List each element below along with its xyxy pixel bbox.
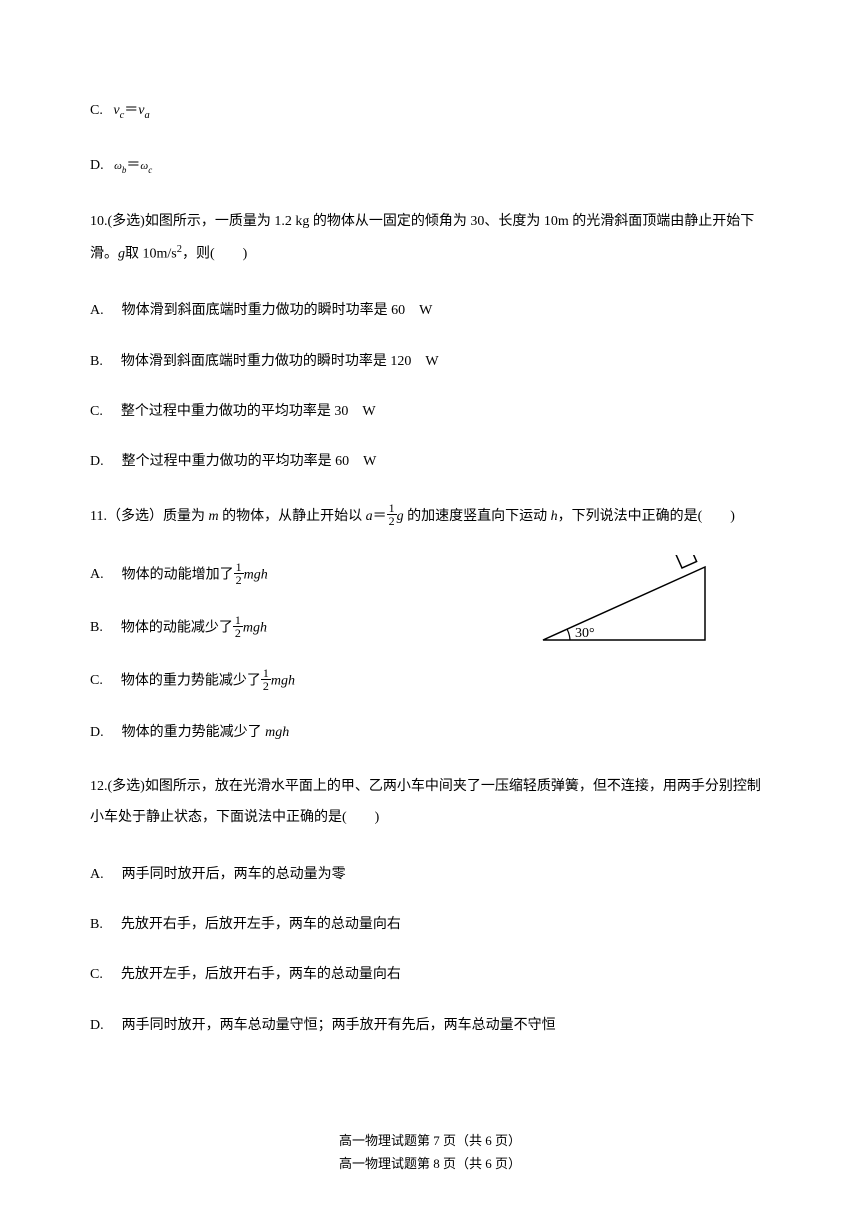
option-text: 物体的重力势能减少了 <box>121 673 261 688</box>
option-text: 物体滑到斜面底端时重力做功的瞬时功率是 120 W <box>121 354 439 369</box>
var: m <box>208 509 218 524</box>
q-number: 10. <box>90 214 108 229</box>
var: mgh <box>244 567 268 582</box>
q11-stem: 11.（多选）质量为 m 的物体，从静止开始以 a＝12g 的加速度竖直向下运动… <box>90 502 770 533</box>
angle-label: 30° <box>575 626 595 641</box>
q-text: 质量为 <box>163 509 209 524</box>
option-label: B. <box>90 354 103 369</box>
fraction: 12 <box>387 502 397 527</box>
subscript: a <box>144 110 149 121</box>
fraction: 12 <box>234 561 244 586</box>
option-text: 先放开右手，后放开左手，两车的总动量向右 <box>121 917 401 932</box>
inclined-plane-svg: 30° <box>535 555 720 650</box>
var: h <box>551 509 558 524</box>
var: g <box>397 509 404 524</box>
q-text: 的加速度竖直向下运动 <box>404 509 551 524</box>
operator: ＝ <box>126 158 140 173</box>
q-number: 12. <box>90 779 108 794</box>
angle-arc <box>567 629 570 640</box>
block <box>676 555 697 568</box>
q9-option-c: C. vc＝va <box>90 100 770 125</box>
q10-option-d: D. 整个过程中重力做功的平均功率是 60 W <box>90 451 770 473</box>
var: g <box>118 246 125 261</box>
q10-option-a: A. 物体滑到斜面底端时重力做功的瞬时功率是 60 W <box>90 300 770 322</box>
q12-stem: 12.(多选)如图所示，放在光滑水平面上的甲、乙两小车中间夹了一压缩轻质弹簧，但… <box>90 772 770 834</box>
q10-stem: 10.(多选)如图所示，一质量为 1.2 kg 的物体从一固定的倾角为 30、长… <box>90 207 770 270</box>
inclined-plane-diagram: 30° <box>535 555 720 655</box>
var: mgh <box>271 673 295 688</box>
option-text: 物体滑到斜面底端时重力做功的瞬时功率是 60 W <box>122 303 433 318</box>
q12-option-d: D. 两手同时放开，两车总动量守恒；两手放开有先后，两车总动量不守恒 <box>90 1015 770 1037</box>
option-label: C. <box>90 673 103 688</box>
operator: ＝ <box>124 103 138 118</box>
denominator: 2 <box>234 574 244 586</box>
denominator: 2 <box>261 680 271 692</box>
q11-option-c: C. 物体的重力势能减少了12mgh <box>90 669 770 694</box>
fraction: 12 <box>233 614 243 639</box>
denominator: 2 <box>233 627 243 639</box>
q11-option-d: D. 物体的重力势能减少了 mgh <box>90 722 770 744</box>
q-text: 如图所示，放在光滑水平面上的甲、乙两小车中间夹了一压缩轻质弹簧，但不连接，用两手… <box>90 779 761 825</box>
option-label: D. <box>90 1018 104 1033</box>
numerator: 1 <box>261 667 271 680</box>
q10-option-c: C. 整个过程中重力做功的平均功率是 30 W <box>90 401 770 423</box>
option-label: B. <box>90 917 103 932</box>
option-text: 整个过程中重力做功的平均功率是 30 W <box>121 404 376 419</box>
option-label: B. <box>90 620 103 635</box>
option-label: A. <box>90 867 104 882</box>
q-tag: (多选) <box>108 779 145 794</box>
option-label: D. <box>90 158 104 173</box>
fraction: 12 <box>261 667 271 692</box>
footer-line-2: 高一物理试题第 8 页（共 6 页） <box>0 1153 860 1172</box>
option-text: 两手同时放开后，两车的总动量为零 <box>122 867 346 882</box>
block-rect <box>676 555 697 568</box>
option-text: 物体的重力势能减少了 <box>122 725 266 740</box>
option-label: D. <box>90 725 104 740</box>
subscript: c <box>148 164 152 174</box>
option-text: 两手同时放开，两车总动量守恒；两手放开有先后，两车总动量不守恒 <box>122 1018 556 1033</box>
q-text: ，则( ) <box>182 246 247 261</box>
var: a <box>366 509 373 524</box>
option-text: 物体的动能减少了 <box>121 620 233 635</box>
denominator: 2 <box>387 515 397 527</box>
q-tag: （多选） <box>107 509 163 524</box>
var: mgh <box>265 725 289 740</box>
q-text: 的物体，从静止开始以 <box>219 509 366 524</box>
q-text: ，下列说法中正确的是( ) <box>558 509 735 524</box>
footer-line-1: 高一物理试题第 7 页（共 6 页） <box>0 1130 860 1149</box>
q12-option-b: B. 先放开右手，后放开左手，两车的总动量向右 <box>90 914 770 936</box>
numerator: 1 <box>234 561 244 574</box>
q10-option-b: B. 物体滑到斜面底端时重力做功的瞬时功率是 120 W <box>90 351 770 373</box>
option-label: C. <box>90 967 103 982</box>
q-tag: (多选) <box>108 214 145 229</box>
option-label: C. <box>90 404 103 419</box>
q12-option-c: C. 先放开左手，后放开右手，两车的总动量向右 <box>90 964 770 986</box>
var: mgh <box>243 620 267 635</box>
operator: ＝ <box>373 509 387 524</box>
option-label: D. <box>90 454 104 469</box>
q-number: 11. <box>90 509 107 524</box>
option-text: 整个过程中重力做功的平均功率是 60 W <box>122 454 377 469</box>
numerator: 1 <box>233 614 243 627</box>
option-label: A. <box>90 567 104 582</box>
option-label: C. <box>90 103 103 118</box>
var: ω <box>114 160 122 172</box>
q9-option-d: D. ωb＝ωc <box>90 155 770 177</box>
q-text: 取 10m/s <box>125 246 177 261</box>
option-text: 物体的动能增加了 <box>122 567 234 582</box>
option-text: 先放开左手，后放开右手，两车的总动量向右 <box>121 967 401 982</box>
option-label: A. <box>90 303 104 318</box>
page-footer: 高一物理试题第 7 页（共 6 页） 高一物理试题第 8 页（共 6 页） <box>0 1130 860 1176</box>
q12-option-a: A. 两手同时放开后，两车的总动量为零 <box>90 864 770 886</box>
